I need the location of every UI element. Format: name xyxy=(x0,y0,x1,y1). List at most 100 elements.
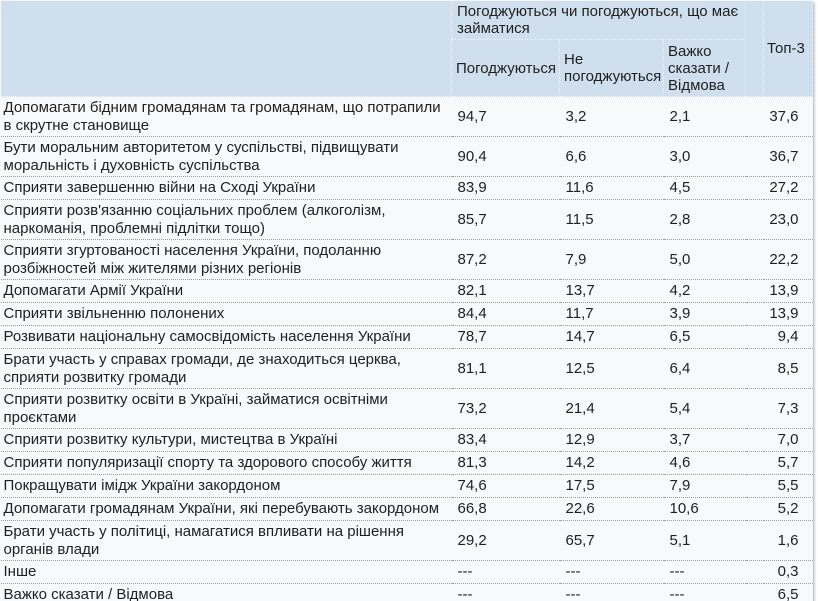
cell-hard-to-say: 5,4 xyxy=(663,388,746,429)
header-top3: Топ-3 xyxy=(763,0,814,97)
cell-top3: 36,7 xyxy=(763,136,813,177)
cell-hard-to-say: 10,6 xyxy=(663,497,746,521)
cell-top3: 0,3 xyxy=(763,560,813,584)
cell-hard-to-say: 4,2 xyxy=(663,279,746,303)
cell-disagree: 3,2 xyxy=(559,96,664,137)
cell-hard-to-say: 3,9 xyxy=(663,302,746,326)
cell-agree: 81,1 xyxy=(451,348,560,389)
cell-agree: 90,4 xyxy=(451,136,560,177)
cell-agree: 83,9 xyxy=(451,176,560,200)
cell-hard-to-say: 7,9 xyxy=(663,474,746,498)
cell-hard-to-say: 3,7 xyxy=(663,428,746,452)
cell-hard-to-say: --- xyxy=(663,583,746,601)
cell-disagree: 17,5 xyxy=(559,474,664,498)
cell-agree: 78,7 xyxy=(451,325,560,349)
cell-top3: 37,6 xyxy=(763,96,813,137)
cell-top3: 5,5 xyxy=(763,474,813,498)
cell-gap xyxy=(745,199,764,240)
cell-hard-to-say: 2,1 xyxy=(663,96,746,137)
cell-disagree: 11,5 xyxy=(559,199,664,240)
cell-top3: 7,3 xyxy=(763,388,813,429)
cell-gap xyxy=(745,388,764,429)
cell-top3: 27,2 xyxy=(763,176,813,200)
cell-gap xyxy=(745,560,764,584)
cell-gap xyxy=(745,451,764,475)
cell-top3: 13,9 xyxy=(763,302,813,326)
cell-hard-to-say: 2,8 xyxy=(663,199,746,240)
table-body: Допомагати бідним громадянам та громадян… xyxy=(0,96,813,601)
cell-hard-to-say: 4,6 xyxy=(663,451,746,475)
table-row: Важко сказати / Відмова --- --- --- 6,5 xyxy=(0,583,813,601)
table-row: Сприяти розвитку культури, мистецтва в У… xyxy=(0,428,813,452)
cell-top3: 5,7 xyxy=(763,451,813,475)
cell-disagree: 7,9 xyxy=(559,239,664,280)
cell-agree: 85,7 xyxy=(451,199,560,240)
cell-gap xyxy=(745,348,764,389)
row-label: Сприяти популяризації спорту та здоровог… xyxy=(0,451,452,475)
cell-top3: 6,5 xyxy=(763,583,813,601)
row-label: Допомагати громадянам України, які переб… xyxy=(0,497,452,521)
table-row: Сприяти завершенню війни на Сході Україн… xyxy=(0,176,813,200)
cell-top3: 23,0 xyxy=(763,199,813,240)
table-row: Сприяти звільненню полонених 84,4 11,7 3… xyxy=(0,302,813,326)
cell-disagree: --- xyxy=(559,583,664,601)
table-row: Розвивати національну самосвідомість нас… xyxy=(0,325,813,349)
cell-top3: 5,2 xyxy=(763,497,813,521)
cell-top3: 7,0 xyxy=(763,428,813,452)
cell-gap xyxy=(745,474,764,498)
cell-disagree: 14,7 xyxy=(559,325,664,349)
row-label: Сприяти згуртованості населення України,… xyxy=(0,239,452,280)
table-row: Сприяти згуртованості населення України,… xyxy=(0,239,813,280)
row-label: Сприяти розвитку освіти в Україні, займа… xyxy=(0,388,452,429)
cell-gap xyxy=(745,136,764,177)
cell-top3: 22,2 xyxy=(763,239,813,280)
cell-gap xyxy=(745,176,764,200)
row-label: Сприяти розв'язанню соціальних проблем (… xyxy=(0,199,452,240)
cell-agree: 73,2 xyxy=(451,388,560,429)
row-label: Покращувати імідж України закордоном xyxy=(0,474,452,498)
row-label: Допомагати Армії України xyxy=(0,279,452,303)
cell-disagree: 65,7 xyxy=(559,520,664,561)
cell-disagree: 12,9 xyxy=(559,428,664,452)
table-header: Погоджуються чи погоджуються, що має зай… xyxy=(0,0,814,97)
table-row: Допомагати громадянам України, які переб… xyxy=(0,497,813,521)
cell-hard-to-say: 6,5 xyxy=(663,325,746,349)
table-row: Сприяти популяризації спорту та здоровог… xyxy=(0,451,813,475)
cell-disagree: 21,4 xyxy=(559,388,664,429)
cell-disagree: 22,6 xyxy=(559,497,664,521)
row-label: Брати участь у справах громади, де знахо… xyxy=(0,348,452,389)
cell-hard-to-say: --- xyxy=(663,560,746,584)
cell-top3: 8,5 xyxy=(763,348,813,389)
table-row: Сприяти розвитку освіти в Україні, займа… xyxy=(0,388,813,429)
table-row: Інше --- --- --- 0,3 xyxy=(0,560,813,584)
cell-gap xyxy=(745,239,764,280)
cell-hard-to-say: 5,0 xyxy=(663,239,746,280)
cell-disagree: --- xyxy=(559,560,664,584)
cell-agree: 84,4 xyxy=(451,302,560,326)
cell-hard-to-say: 5,1 xyxy=(663,520,746,561)
cell-agree: 83,4 xyxy=(451,428,560,452)
row-label: Розвивати національну самосвідомість нас… xyxy=(0,325,452,349)
cell-agree: --- xyxy=(451,583,560,601)
table-row: Сприяти розв'язанню соціальних проблем (… xyxy=(0,199,813,240)
cell-top3: 1,6 xyxy=(763,520,813,561)
cell-disagree: 11,6 xyxy=(559,176,664,200)
cell-top3: 13,9 xyxy=(763,279,813,303)
table-row: Бути моральним авторитетом у суспільстві… xyxy=(0,136,813,177)
cell-disagree: 11,7 xyxy=(559,302,664,326)
cell-gap xyxy=(745,497,764,521)
cell-agree: 82,1 xyxy=(451,279,560,303)
cell-gap xyxy=(745,325,764,349)
cell-gap xyxy=(745,96,764,137)
cell-gap xyxy=(745,302,764,326)
row-label: Сприяти розвитку культури, мистецтва в У… xyxy=(0,428,452,452)
table-row: Брати участь у політиці, намагатися впли… xyxy=(0,520,813,561)
header-label-blank xyxy=(0,0,452,97)
row-label: Сприяти завершенню війни на Сході Україн… xyxy=(0,176,452,200)
header-agree: Погоджуються xyxy=(451,39,560,97)
table-row: Брати участь у справах громади, де знахо… xyxy=(0,348,813,389)
row-label: Інше xyxy=(0,560,452,584)
row-label: Брати участь у політиці, намагатися впли… xyxy=(0,520,452,561)
